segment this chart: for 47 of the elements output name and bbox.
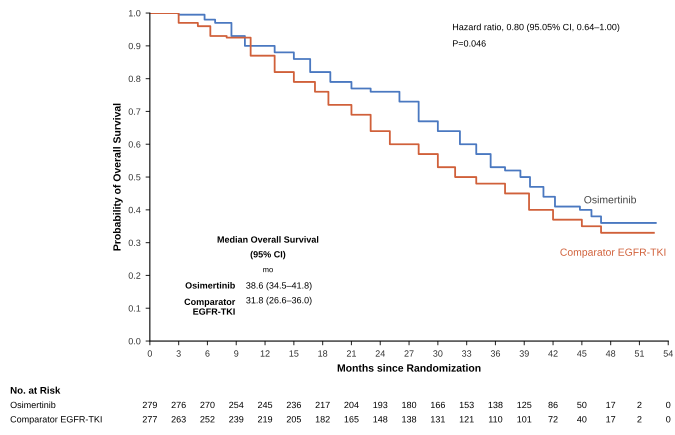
- series-label: Comparator EGFR-TKI: [560, 248, 666, 258]
- x-tick-label: 27: [404, 350, 414, 357]
- x-tick-label: 51: [634, 350, 644, 357]
- text: 279 276 270 254 245 236 217 204 193 180 166 153 138 125 86 50 17 2 0: [142, 402, 670, 408]
- x-tick-label: 6: [205, 350, 210, 357]
- series-label: Osimertinib: [584, 196, 636, 204]
- text: No. at Risk: [10, 386, 60, 394]
- x-axis-title: Months since Randomization: [338, 364, 480, 372]
- x-tick-label: 24: [376, 350, 386, 357]
- x-tick-label: 18: [318, 350, 328, 357]
- x-tick-label: 36: [490, 350, 500, 357]
- y-tick-label: 0.7: [128, 108, 140, 115]
- y-tick-label: 0.4: [128, 206, 141, 214]
- y-tick-label: 0.1: [128, 305, 140, 312]
- text: Osimertinib: [10, 401, 56, 408]
- annotation: Hazard ratio, 0.80 (95.05% CI, 0.64–1.00): [452, 24, 620, 32]
- annotation: 31.8 (26.6–36.0): [246, 296, 312, 306]
- y-tick-label: 0.8: [128, 76, 140, 82]
- annotation: Median Overall Survival: [218, 236, 318, 243]
- y-tick-label: 0.0: [128, 338, 140, 344]
- annotation: 38.6 (34.5–41.8): [246, 282, 312, 290]
- x-tick-label: 39: [520, 350, 529, 357]
- x-tick-label: 15: [290, 350, 298, 357]
- x-tick-label: 33: [462, 350, 472, 357]
- x-tick-label: 30: [433, 350, 443, 357]
- x-tick-label: 45: [577, 350, 586, 357]
- y-tick-label: 1.0: [128, 10, 140, 16]
- y-tick-label: 0.5: [128, 174, 140, 180]
- x-tick-label: 0: [148, 350, 152, 357]
- x-tick-label: 9: [234, 350, 238, 357]
- annotation: Osimertinib: [186, 282, 235, 289]
- text: 277 263 252 239 219 205 182 165 148 138 131 121 110 101 72 40 17 2 0: [142, 416, 670, 422]
- y-tick-label: 0.3: [128, 240, 140, 246]
- y-tick-label: 0.9: [128, 42, 140, 50]
- x-tick-label: 3: [176, 350, 181, 357]
- text: Comparator EGFR-TKI: [10, 416, 102, 424]
- x-tick-label: 54: [664, 350, 674, 357]
- x-tick-label: 42: [548, 350, 558, 357]
- y-tick-label: 0.2: [128, 272, 140, 279]
- annotation: (95% CI): [250, 250, 286, 260]
- x-tick-label: 48: [606, 350, 616, 357]
- annotation: P=0.046: [452, 40, 486, 47]
- y-tick-label: 0.6: [128, 141, 140, 148]
- x-tick-label: 12: [260, 350, 270, 357]
- y-axis-title: Probability of Overall Survival: [113, 104, 123, 250]
- x-tick-label: 21: [346, 350, 356, 357]
- annotation: Comparator EGFR-TKI: [184, 298, 236, 315]
